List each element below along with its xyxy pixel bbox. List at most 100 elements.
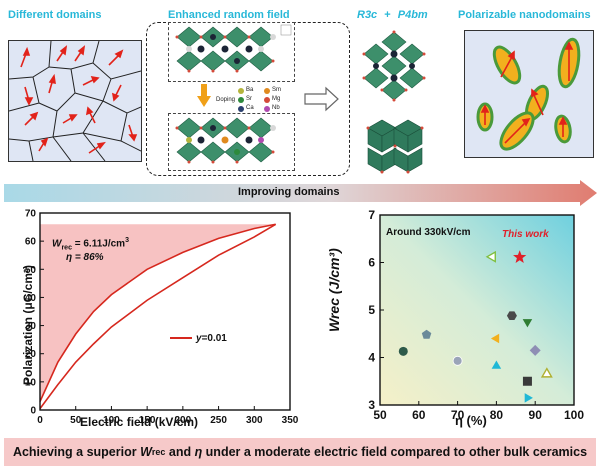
title-enhanced-random-field: Enhanced random field (168, 9, 290, 21)
pe-xtick-label: 100 (103, 415, 120, 426)
pe-ytick-label: 50 (25, 265, 37, 276)
legend-swatch-nb (264, 106, 270, 112)
scatter-point-diamond (529, 344, 541, 356)
transition-arrow-icon (304, 86, 339, 112)
pe-ylabel: Polarization (μC/cm²) (21, 264, 35, 386)
legend-swatch-sr (238, 97, 244, 103)
doping-arrow-icon (197, 84, 211, 107)
p4bm-structure (366, 119, 424, 174)
pe-ytick-label: 60 (25, 237, 37, 248)
pe-ytick-label: 30 (25, 321, 37, 332)
improving-domains-arrow (4, 180, 597, 206)
scatter-point-triangle-up-open (540, 367, 553, 378)
domain-grain-network (8, 40, 142, 162)
pe-ytick-label: 0 (30, 406, 36, 417)
scatter-point-pentagon (421, 329, 432, 339)
pe-annotation-eta: η = 86% (66, 252, 104, 263)
scatter-xtick-label: 90 (529, 408, 543, 422)
pe-ytick-label: 70 (25, 209, 37, 220)
pe-charge-curve (39, 223, 276, 402)
improving-domains-label: Improving domains (238, 186, 340, 198)
pe-legend: y=0.01 (170, 333, 227, 344)
scatter-ylabel: Wrec (J/cm³) (326, 248, 342, 332)
banner-w: W (140, 445, 152, 459)
scatter-background (380, 215, 574, 405)
scatter-point-sphere (452, 355, 463, 366)
pe-legend-var: y (196, 333, 202, 344)
pe-xtick-label: 150 (139, 415, 156, 426)
scatter-point-triangle-right (524, 393, 533, 403)
scatter-point-triangle-up (491, 360, 502, 369)
pe-loop-chart: 0 50 100 150 200 250 300 350 0 10 20 30 40 50 60 70 (25, 209, 299, 427)
scatter-xtick-label: 70 (451, 408, 465, 422)
lattice-top-box (168, 22, 295, 82)
scatter-point-star (513, 250, 527, 263)
banner-w-sub: rec (151, 447, 166, 457)
this-work-label: This work (502, 229, 549, 240)
wrec-eta-scatter: 50 60 70 80 90 100 3 4 5 6 7 (368, 208, 584, 422)
phase-p4bm: P4bm (397, 9, 428, 21)
legend-swatch-sm (264, 88, 270, 94)
pe-energy-shade (40, 224, 276, 402)
pe-annotation-w-value: = 6.11J/cm (71, 238, 126, 250)
scatter-ytick-label: 5 (368, 303, 375, 317)
pe-ytick-label: 40 (25, 293, 37, 304)
scatter-xtick-label: 100 (564, 408, 584, 422)
banner-eta: η (194, 445, 203, 459)
pe-plot-frame (39, 212, 291, 411)
scatter-xlabel: η (%) (455, 413, 487, 428)
pe-xtick-label: 50 (70, 415, 82, 426)
perovskite-lattice-after (175, 117, 276, 164)
legend-label-mg: Mg (272, 96, 281, 102)
scatter-point-triangle-left (490, 333, 500, 344)
scatter-ylabel-text: Wrec (J/cm³) (326, 248, 342, 332)
pe-xtick-label: 250 (210, 415, 227, 426)
scatter-point-square (522, 376, 532, 386)
banner-part2: and (165, 445, 195, 459)
pe-xtick-label: 200 (175, 415, 192, 426)
legend-label-nb: Nb (272, 105, 280, 111)
lattice-bottom-box (168, 113, 295, 171)
pe-annotation-w: Wrec = 6.11J/cm3 (52, 237, 129, 251)
legend-label-sr: Sr (246, 96, 252, 102)
legend-label-ca: Ca (246, 105, 254, 111)
scatter-annotation: Around 330kV/cm (386, 227, 471, 238)
legend-label-sm: Sm (272, 87, 281, 93)
pe-ytick-label: 20 (25, 349, 37, 360)
pe-legend-val: =0.01 (201, 333, 227, 344)
title-phase: R3c + P4bm (357, 9, 428, 21)
scatter-point-hexagon (506, 311, 517, 321)
banner-part3: under a moderate electric field compared… (202, 445, 588, 459)
pe-annotation-w-sup: 3 (125, 237, 129, 244)
scatter-point-triangle-down (522, 319, 533, 328)
title-polarizable-nanodomains: Polarizable nanodomains (458, 9, 591, 21)
perovskite-lattice-before (175, 24, 292, 73)
scatter-point-circle (398, 346, 408, 356)
phase-plus: + (384, 9, 391, 21)
legend-swatch-mg (264, 97, 270, 103)
scatter-ytick-label: 7 (368, 208, 375, 222)
banner-part1: Achieving a superior (12, 445, 141, 459)
pe-ytick-label: 10 (25, 377, 37, 388)
pe-xtick-label: 300 (246, 415, 263, 426)
pe-xlabel: Electric field (kV/cm) (80, 415, 199, 429)
legend-swatch-ba (238, 88, 244, 94)
r3c-structure (362, 30, 426, 102)
scatter-xtick-label: 50 (373, 408, 387, 422)
pe-discharge-curve (39, 223, 277, 410)
pe-legend-line (170, 337, 192, 340)
doping-label: Doping (216, 97, 236, 103)
title-different-domains: Different domains (8, 9, 102, 21)
scatter-point-triangle-left-open (485, 250, 496, 263)
legend-label-ba: Ba (246, 87, 254, 93)
scatter-xtick-label: 60 (412, 408, 426, 422)
domains-diagram (8, 40, 142, 162)
pe-annotation-w-letter: W (52, 238, 62, 250)
scatter-ytick-label: 6 (368, 256, 375, 270)
pe-xtick-label: 0 (37, 415, 43, 426)
nanodomain-ellipses (476, 37, 581, 151)
scatter-ytick-label: 3 (368, 398, 375, 412)
pe-xtick-label: 350 (282, 415, 299, 426)
pe-annotation-w-sub: rec (61, 244, 72, 252)
